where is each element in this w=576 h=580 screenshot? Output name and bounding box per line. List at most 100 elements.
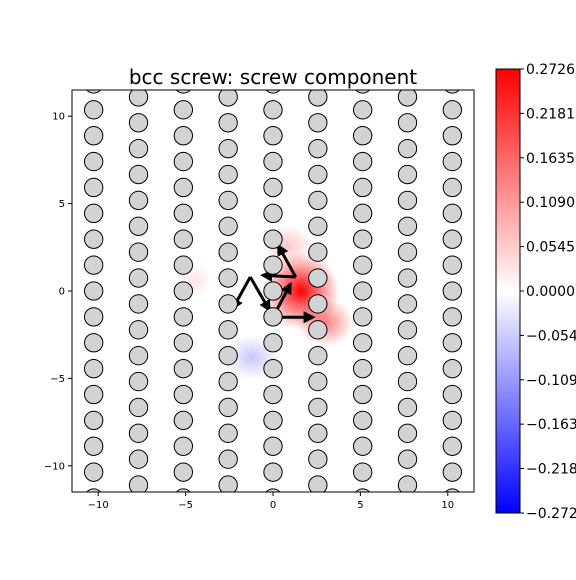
y-tick-label: 5	[59, 199, 65, 210]
atom	[352, 203, 373, 224]
atom	[263, 384, 283, 405]
atom	[263, 333, 283, 353]
atom	[442, 100, 463, 120]
atom	[352, 126, 373, 146]
atom	[83, 100, 104, 120]
atom	[128, 216, 149, 236]
displacement-arrow-0	[276, 243, 298, 278]
atom	[218, 113, 238, 133]
atom	[308, 397, 328, 418]
atom	[308, 216, 328, 236]
atom	[263, 281, 283, 301]
atom	[218, 138, 238, 159]
atom	[263, 307, 283, 327]
atom	[397, 475, 418, 492]
atom	[442, 255, 463, 275]
atom	[128, 242, 149, 262]
atom	[308, 242, 328, 262]
atom	[352, 255, 373, 275]
atom	[397, 242, 418, 262]
atom	[173, 281, 194, 301]
atom	[263, 410, 283, 431]
atom	[352, 436, 373, 456]
atom	[442, 281, 463, 301]
atom	[86, 90, 102, 94]
atom	[308, 371, 328, 392]
atom	[352, 151, 373, 172]
atom	[128, 268, 149, 288]
atom	[218, 242, 238, 262]
atom	[83, 177, 104, 198]
y-tick-label: 0	[59, 287, 65, 298]
atom	[352, 410, 373, 431]
atom	[175, 488, 191, 492]
atom	[218, 397, 238, 418]
atom	[128, 346, 149, 366]
atom	[352, 177, 373, 198]
atom	[173, 229, 194, 249]
atom	[442, 126, 463, 146]
colorbar-tick-label: 0.1090	[526, 195, 575, 211]
atom	[397, 371, 418, 392]
atom	[173, 410, 194, 431]
atom	[173, 384, 194, 405]
atom	[444, 90, 460, 94]
atom	[265, 488, 281, 492]
atom	[355, 488, 371, 492]
atom	[83, 229, 104, 249]
atom	[83, 410, 104, 431]
atom-layer	[83, 90, 463, 492]
atom	[173, 462, 194, 482]
atom	[308, 190, 328, 211]
atom	[173, 436, 194, 456]
atom	[444, 488, 460, 492]
atom	[263, 255, 283, 275]
atom	[442, 462, 463, 482]
atom	[173, 151, 194, 172]
atom	[128, 164, 149, 185]
colorbar-tick-label: 0.2181	[526, 106, 575, 122]
atom	[397, 397, 418, 418]
atom	[352, 307, 373, 327]
atom	[218, 216, 238, 236]
atom	[218, 346, 238, 366]
atom	[352, 333, 373, 353]
atom	[308, 113, 328, 133]
atom	[218, 320, 238, 340]
atom	[128, 113, 149, 133]
colorbar	[495, 68, 521, 514]
colorbar-tick-label: 0.0545	[526, 240, 575, 256]
atom	[218, 190, 238, 211]
colorbar-ticks: 0.2726 0.2181 0.1635 0.1090 0.0545 0.0000 −0.0…	[520, 62, 576, 522]
atom	[352, 358, 373, 379]
atom	[397, 346, 418, 366]
atom	[442, 358, 463, 379]
atom	[218, 371, 238, 392]
atom	[128, 190, 149, 211]
atom	[355, 90, 371, 94]
atom	[263, 358, 283, 379]
atom	[442, 307, 463, 327]
atom	[442, 203, 463, 224]
atom	[175, 90, 191, 94]
chart-title: bcc screw: screw component	[129, 65, 417, 89]
atom	[83, 333, 104, 353]
atom	[128, 449, 149, 469]
atom	[83, 255, 104, 275]
atom	[173, 203, 194, 224]
atom	[173, 333, 194, 353]
y-axis-ticks: −10 −5 0 5 10	[44, 112, 72, 472]
atom	[128, 90, 149, 107]
atom	[308, 346, 328, 366]
atom	[308, 268, 328, 288]
colorbar-tick-label: −0.1635	[526, 417, 576, 433]
atom	[442, 410, 463, 431]
y-tick-label: 10	[52, 112, 65, 123]
atom	[218, 164, 238, 185]
atom	[218, 90, 238, 107]
atom	[308, 449, 328, 469]
atom	[265, 90, 281, 94]
x-tick-label: 0	[270, 500, 276, 511]
